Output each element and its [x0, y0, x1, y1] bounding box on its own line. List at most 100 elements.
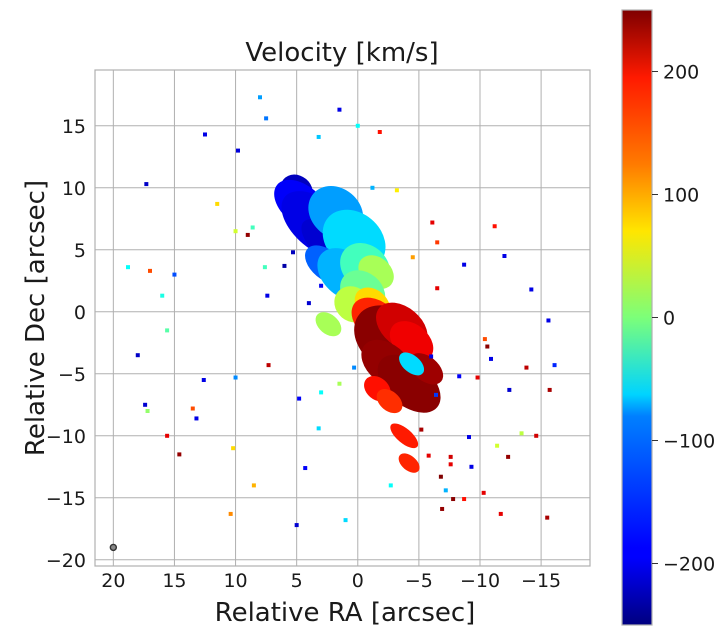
- colorbar: [621, 9, 653, 626]
- velocity-speck: [394, 188, 399, 193]
- velocity-speck: [448, 462, 453, 467]
- velocity-speck: [467, 435, 471, 440]
- x-tick-label: 0: [352, 570, 364, 592]
- velocity-speck: [144, 182, 149, 187]
- velocity-speck: [165, 433, 170, 438]
- velocity-speck: [262, 265, 267, 270]
- velocity-speck: [236, 148, 240, 153]
- velocity-field: [126, 95, 557, 528]
- chart-title: Velocity [km/s]: [245, 38, 438, 68]
- velocity-speck: [440, 506, 445, 511]
- velocity-speck: [297, 396, 302, 401]
- x-tick-label: −5: [405, 570, 433, 592]
- velocity-speck: [457, 374, 462, 379]
- velocity-speck: [160, 293, 165, 298]
- velocity-speck: [482, 337, 487, 342]
- velocity-speck: [245, 232, 250, 237]
- velocity-speck: [343, 518, 348, 523]
- velocity-speck: [451, 497, 456, 502]
- x-tick-label: −10: [460, 570, 500, 592]
- velocity-speck: [228, 511, 233, 516]
- velocity-speck: [355, 123, 360, 128]
- velocity-speck: [291, 250, 295, 255]
- velocity-blob: [399, 352, 425, 376]
- y-tick-label: 15: [62, 116, 86, 138]
- colorbar-tick-label: −200: [663, 554, 715, 576]
- velocity-blob: [315, 312, 342, 337]
- velocity-speck: [377, 130, 382, 134]
- velocity-speck: [251, 483, 256, 488]
- velocity-speck: [337, 107, 342, 112]
- velocity-speck: [215, 201, 220, 206]
- velocity-speck: [250, 225, 255, 230]
- x-tick-label: 15: [162, 570, 186, 592]
- velocity-speck: [165, 328, 170, 333]
- velocity-speck: [316, 134, 321, 139]
- axis-ticks: 20 15 10 5 0 −5 −10 −15 15 10 5 0 −5 −10 −15 −20: [46, 116, 561, 592]
- y-tick-label: 0: [74, 302, 86, 324]
- y-tick-label: −5: [58, 364, 86, 386]
- velocity-blob: [398, 453, 420, 473]
- velocity-speck: [534, 433, 539, 438]
- x-tick-label: 5: [291, 570, 303, 592]
- velocity-speck: [462, 262, 467, 267]
- velocity-speck: [370, 185, 375, 190]
- velocity-speck: [265, 293, 270, 298]
- velocity-speck: [438, 474, 443, 479]
- velocity-speck: [148, 268, 152, 273]
- velocity-speck: [481, 490, 486, 495]
- x-tick-label: −15: [521, 570, 561, 592]
- velocity-speck: [194, 416, 199, 421]
- velocity-speck: [233, 375, 238, 380]
- velocity-speck: [524, 365, 529, 370]
- velocity-speck: [258, 95, 262, 100]
- y-tick-label: −10: [46, 426, 86, 448]
- velocity-speck: [485, 344, 490, 349]
- velocity-speck: [489, 356, 493, 361]
- velocity-speck: [435, 240, 440, 245]
- velocity-speck: [545, 515, 550, 520]
- velocity-speck: [506, 454, 511, 459]
- colorbar-tick-label: 100: [663, 185, 699, 207]
- velocity-speck: [233, 229, 238, 234]
- velocity-speck: [462, 497, 467, 502]
- velocity-speck: [316, 426, 321, 431]
- velocity-speck: [547, 387, 552, 392]
- colorbar-tick-label: 200: [663, 62, 699, 84]
- velocity-speck: [126, 265, 130, 270]
- velocity-speck: [495, 443, 500, 448]
- velocity-speck: [469, 464, 474, 469]
- x-tick-label: 20: [101, 570, 125, 592]
- velocity-speck: [426, 453, 431, 458]
- velocity-speck: [203, 132, 207, 137]
- velocity-speck: [143, 402, 148, 407]
- velocity-speck: [529, 287, 534, 292]
- velocity-speck: [434, 392, 438, 397]
- velocity-speck: [419, 427, 424, 432]
- velocity-speck: [430, 220, 435, 225]
- velocity-speck: [319, 390, 324, 395]
- velocity-speck: [266, 363, 271, 368]
- velocity-speck: [546, 318, 551, 323]
- velocity-speck: [172, 272, 177, 277]
- y-tick-label: −15: [46, 488, 86, 510]
- x-axis-label: Relative RA [arcsec]: [215, 598, 476, 628]
- velocity-speck: [388, 483, 393, 488]
- y-axis-label: Relative Dec [arcsec]: [21, 180, 51, 456]
- velocity-speck: [435, 286, 440, 291]
- velocity-blob: [376, 389, 403, 414]
- velocity-speck: [552, 363, 557, 368]
- velocity-speck: [352, 365, 357, 370]
- velocity-speck: [443, 488, 448, 493]
- velocity-speck: [429, 354, 434, 359]
- velocity-speck: [306, 301, 311, 306]
- x-tick-label: 10: [223, 570, 247, 592]
- y-tick-label: −20: [46, 550, 86, 572]
- velocity-speck: [410, 255, 415, 260]
- velocity-speck: [231, 446, 236, 451]
- velocity-blob: [390, 423, 419, 449]
- velocity-speck: [502, 254, 507, 258]
- velocity-speck: [264, 116, 269, 121]
